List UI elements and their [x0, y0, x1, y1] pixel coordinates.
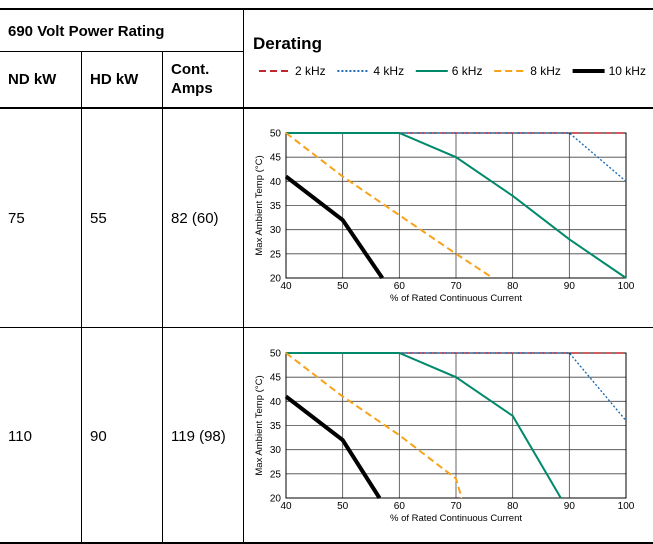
- chart0-ytick-6: 50: [270, 129, 282, 140]
- row2-nd-kw: 110: [8, 427, 32, 445]
- chart1-xtick-2: 60: [394, 501, 406, 512]
- header-cont-amps: Cont. Amps: [171, 61, 213, 97]
- chart0-xtick-0: 40: [280, 281, 292, 292]
- chart0-ytick-0: 20: [270, 274, 282, 285]
- table-rule: [0, 51, 243, 52]
- chart1-ytick-4: 40: [270, 397, 282, 408]
- chart0-xtick-2: 60: [394, 281, 406, 292]
- chart0-series-8khz: [285, 132, 494, 279]
- chart0-xtick-4: 80: [507, 281, 519, 292]
- chart1-series-8khz: [285, 352, 463, 499]
- chart1-xtick-4: 80: [507, 501, 519, 512]
- chart0-xtick-1: 50: [337, 281, 349, 292]
- chart0-series-10khz: [284, 174, 384, 280]
- chart0-x-axis-label: % of Rated Continuous Current: [390, 293, 522, 304]
- chart0-xtick-3: 70: [450, 281, 462, 292]
- row1-nd-kw: 75: [8, 209, 25, 227]
- derating-chart-110kw: 40 50 60 70 80 90 100 20 25 30 35 40 45 50 % of Rated …: [254, 349, 634, 525]
- header-derating: Derating: [253, 34, 322, 53]
- chart0-ytick-1: 25: [270, 249, 282, 260]
- chart1-ytick-0: 20: [270, 494, 282, 505]
- row1-hd-kw: 55: [90, 209, 107, 227]
- chart1-ytick-1: 25: [270, 469, 282, 480]
- chart1-ytick-3: 35: [270, 421, 282, 432]
- chart1-xtick-5: 90: [564, 501, 576, 512]
- chart1-ytick-2: 30: [270, 445, 282, 456]
- table-rule: [0, 327, 653, 328]
- derating-chart-75kw: 40 50 60 70 80 90 100 20 25 30 35 40 45 50 % of Rated …: [254, 129, 634, 305]
- header-power-rating: 690 Volt Power Rating: [8, 22, 165, 40]
- table-rule: [81, 51, 82, 544]
- chart1-xtick-0: 40: [280, 501, 292, 512]
- chart1-ytick-6: 50: [270, 349, 282, 360]
- table-rule: [0, 542, 653, 544]
- header-hd-kw: HD kW: [90, 70, 139, 88]
- chart0-xtick-5: 90: [564, 281, 576, 292]
- chart1-series-10khz: [284, 394, 382, 500]
- legend-label-3: 8 kHz: [530, 64, 561, 78]
- row1-cont-amps: 82 (60): [171, 209, 219, 227]
- chart0-ytick-5: 45: [270, 153, 282, 164]
- chart0-series-6khz: [286, 132, 627, 279]
- legend-label-1: 4 kHz: [373, 64, 404, 78]
- row2-cont-amps: 119 (98): [171, 427, 226, 445]
- table-rule: [0, 107, 653, 109]
- table-rule: [162, 51, 163, 544]
- chart0-series-4khz: [286, 132, 627, 182]
- legend-label-0: 2 kHz: [295, 64, 326, 78]
- chart0-xtick-6: 100: [618, 281, 634, 292]
- chart1-x-axis-label: % of Rated Continuous Current: [390, 513, 522, 524]
- chart-legend: 2 kHz 4 kHz 6 kHz 8 kHz 10 kHz: [259, 64, 646, 78]
- chart1-series-6khz: [286, 352, 562, 499]
- chart1-y-axis-label: Max Ambient Temp (°C): [254, 375, 265, 475]
- chart0-ytick-3: 35: [270, 201, 282, 212]
- table-rule: [243, 9, 244, 544]
- header-nd-kw: ND kW: [8, 70, 57, 88]
- chart0-ytick-4: 40: [270, 177, 282, 188]
- chart1-xtick-3: 70: [450, 501, 462, 512]
- legend-label-4: 10 kHz: [609, 64, 646, 78]
- chart0-ytick-2: 30: [270, 225, 282, 236]
- table-rule: [0, 8, 653, 10]
- chart1-xtick-6: 100: [618, 501, 634, 512]
- chart1-xtick-1: 50: [337, 501, 349, 512]
- legend-label-2: 6 kHz: [452, 64, 483, 78]
- chart1-ytick-5: 45: [270, 373, 282, 384]
- row2-hd-kw: 90: [90, 427, 107, 445]
- chart0-y-axis-label: Max Ambient Temp (°C): [254, 155, 265, 255]
